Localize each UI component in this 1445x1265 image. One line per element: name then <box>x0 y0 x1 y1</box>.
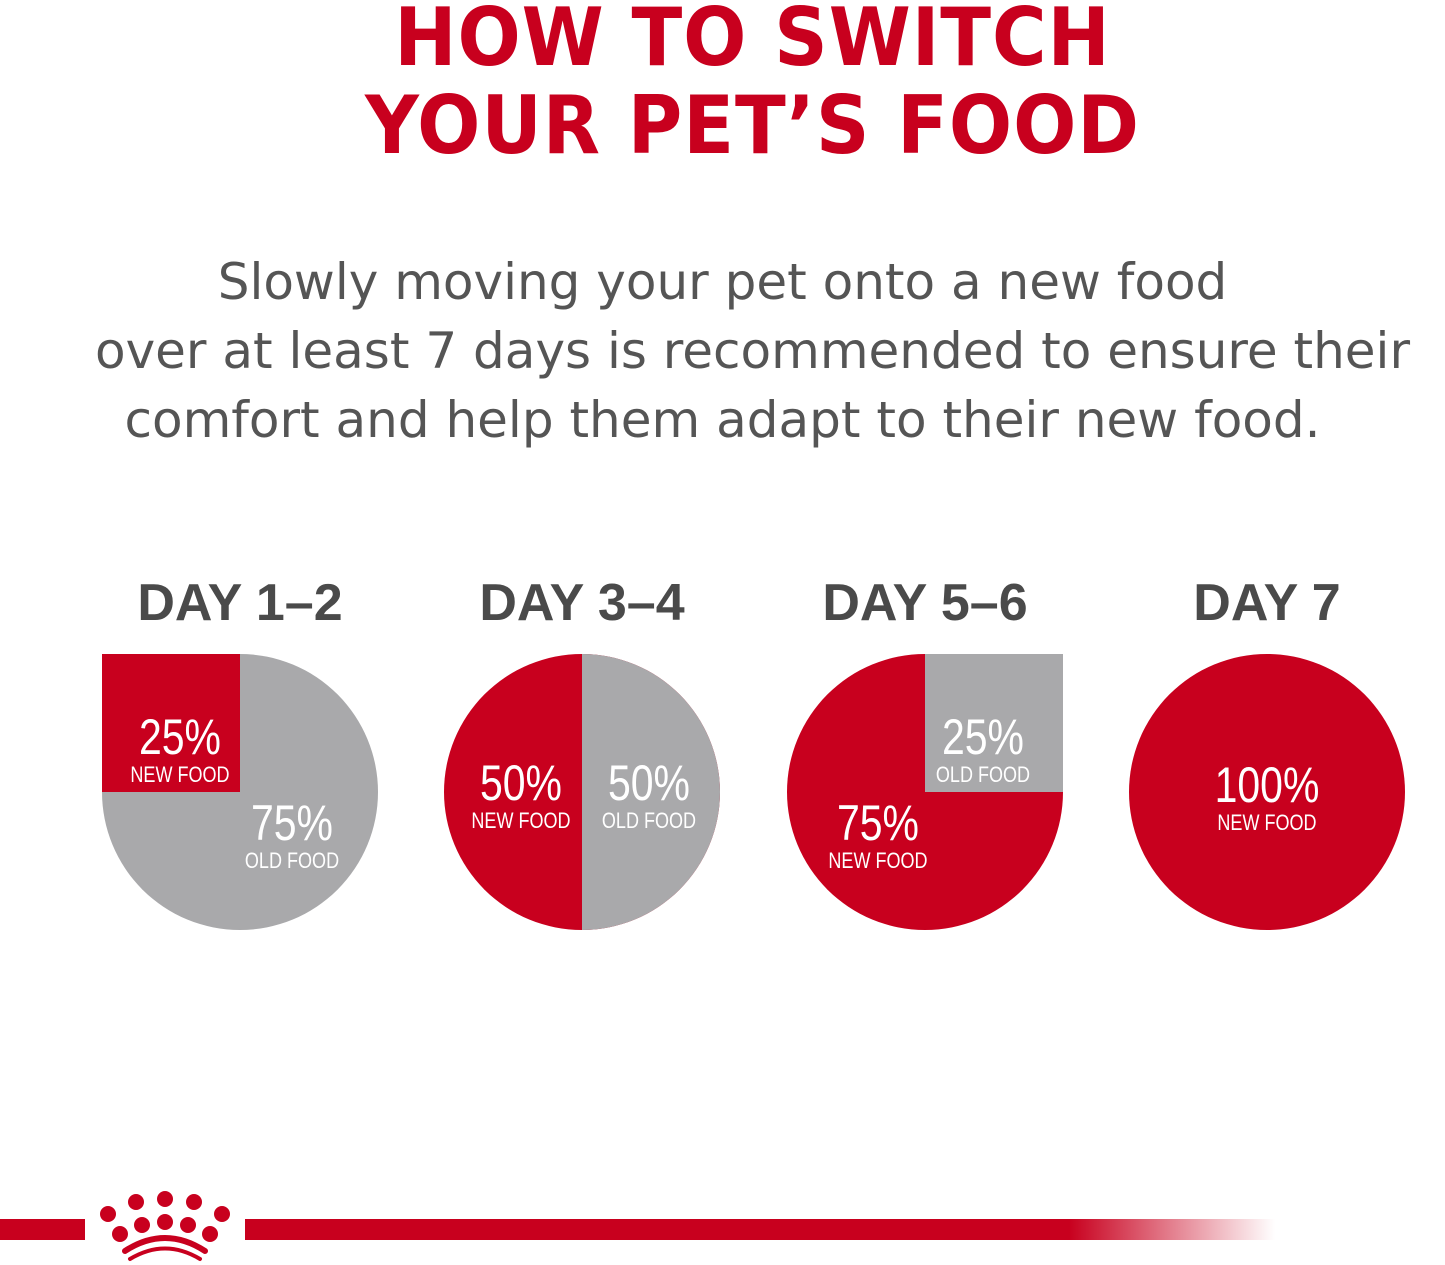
slice-percent: 100% <box>1215 757 1320 813</box>
slice-name: OLD FOOD <box>936 763 1030 787</box>
slice-percent: 50% <box>608 755 690 811</box>
title-line-2: YOUR PET’S FOOD <box>365 79 1140 172</box>
slice-name: NEW FOOD <box>130 763 229 787</box>
day-title: DAY 3–4 <box>479 574 684 632</box>
slice-name: NEW FOOD <box>828 849 927 873</box>
pie-day-3: DAY 5–6 75%NEW FOOD 25%OLD FOOD <box>787 574 1063 930</box>
slice-new-food <box>102 654 240 792</box>
slice-name: NEW FOOD <box>471 809 570 833</box>
footer-line-left <box>0 1219 85 1240</box>
footer-line-right <box>245 1219 1275 1240</box>
subtitle-line-3: comfort and help them adapt to their new… <box>124 391 1321 449</box>
slice-old-food <box>582 654 720 930</box>
subtitle: Slowly moving your pet onto a new food o… <box>0 248 1445 455</box>
day-title: DAY 1–2 <box>137 574 342 632</box>
pie-base <box>1129 654 1405 930</box>
slice-name: OLD FOOD <box>602 809 696 833</box>
day-title: DAY 7 <box>1193 574 1340 632</box>
subtitle-line-1: Slowly moving your pet onto a new food <box>217 253 1228 311</box>
slice-percent: 25% <box>942 709 1024 765</box>
slice-percent: 50% <box>480 755 562 811</box>
day-title: DAY 5–6 <box>822 574 1027 632</box>
slice-percent: 75% <box>837 795 919 851</box>
subtitle-line-2: over at least 7 days is recommended to e… <box>94 322 1410 380</box>
slice-percent: 75% <box>251 795 333 851</box>
title-line-1: HOW TO SWITCH <box>394 0 1111 84</box>
slice-name: OLD FOOD <box>245 849 339 873</box>
crown-logo <box>0 1191 1275 1261</box>
page-title: HOW TO SWITCH YOUR PET’S FOOD <box>53 0 1445 172</box>
pie-day-4: DAY 7 100%NEW FOOD <box>1129 574 1405 930</box>
pie-day-1: DAY 1–2 25%NEW FOOD 75%OLD FOOD <box>102 574 378 930</box>
slice-name: NEW FOOD <box>1217 811 1316 835</box>
slice-old-food <box>925 654 1063 792</box>
slice-percent: 25% <box>139 709 221 765</box>
